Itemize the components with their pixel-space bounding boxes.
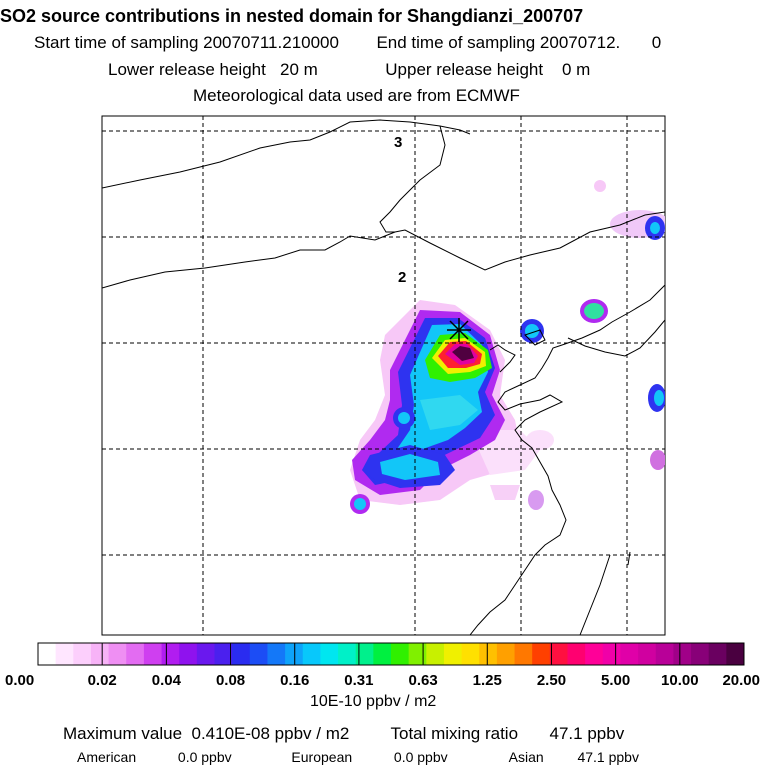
grid-label-3: 3 <box>394 134 402 151</box>
asian-value: 47.1 ppbv <box>577 749 639 765</box>
color-scale-tick-label: 0.04 <box>152 672 182 689</box>
european-label: European <box>291 749 353 765</box>
color-scale-tick-label: 0.00 <box>5 672 34 689</box>
color-swatch <box>549 643 568 665</box>
end-label: End time of sampling <box>376 33 536 52</box>
color-swatch <box>179 643 198 665</box>
color-swatch <box>196 643 215 665</box>
total-value: 47.1 ppbv <box>549 724 625 743</box>
european-value: 0.0 ppbv <box>393 749 448 765</box>
color-scale-tick-label: 0.31 <box>344 672 373 689</box>
american-label: American <box>77 749 137 765</box>
color-scale-tick-label: 5.00 <box>601 672 630 689</box>
color-scale-tick-label: 0.08 <box>216 672 245 689</box>
color-scale-tick-label: 10.00 <box>661 672 699 689</box>
map-title: SO2 source contributions in nested domai… <box>0 6 584 26</box>
color-swatch <box>249 643 268 665</box>
total-label: Total mixing ratio <box>390 724 519 743</box>
color-swatch <box>426 643 445 665</box>
color-swatch <box>655 643 674 665</box>
color-swatch <box>73 643 92 665</box>
color-swatch <box>532 643 551 665</box>
color-scale-tick-label: 2.50 <box>537 672 566 689</box>
color-swatch <box>567 643 586 665</box>
color-swatch <box>708 643 727 665</box>
color-swatch <box>55 643 74 665</box>
color-scale-labels: 0.00 0.02 0.04 0.08 0.16 0.31 0.63 1.25 2.50 5.00… <box>5 672 760 689</box>
color-swatch <box>232 643 251 665</box>
concentration-plume <box>350 180 665 514</box>
release-heights: Lower release height 20 m Upper release … <box>108 60 590 80</box>
asian-label: Asian <box>508 749 544 765</box>
color-swatch <box>90 643 110 665</box>
color-swatch <box>443 643 463 665</box>
color-scale-tick-label: 0.16 <box>280 672 309 689</box>
start-label: Start time of sampling <box>34 33 199 52</box>
max-value: 0.410E-08 ppbv / m2 <box>191 724 350 743</box>
end-suffix: 0 <box>651 33 662 52</box>
color-swatch <box>38 643 57 665</box>
color-swatch <box>338 643 357 665</box>
summary-stats: Maximum value 0.410E-08 ppbv / m2 Total … <box>63 724 624 744</box>
color-swatch <box>496 643 516 665</box>
color-swatch <box>620 643 639 665</box>
end-value: 20070712. <box>539 33 621 52</box>
color-swatch <box>391 643 410 665</box>
sampling-times: Start time of sampling 20070711.210000 E… <box>34 33 661 53</box>
color-swatch <box>126 643 145 665</box>
color-scale-tick-label: 0.63 <box>408 672 437 689</box>
color-swatch <box>355 643 374 665</box>
met-source: Meteorological data used are from ECMWF <box>193 86 520 105</box>
color-swatch <box>285 643 304 665</box>
upper-value: 0 m <box>562 60 591 79</box>
coastlines <box>102 119 665 635</box>
color-swatch <box>267 643 286 665</box>
color-swatch <box>638 643 657 665</box>
max-label: Maximum value <box>63 724 183 743</box>
color-swatch <box>108 643 127 665</box>
color-swatch <box>320 643 339 665</box>
color-swatch <box>673 643 692 665</box>
lower-value: 20 m <box>280 60 318 79</box>
color-swatch <box>161 643 180 665</box>
american-value: 0.0 ppbv <box>177 749 232 765</box>
color-swatch <box>143 643 163 665</box>
color-swatch <box>461 643 480 665</box>
color-swatch <box>585 643 604 665</box>
color-swatch <box>602 643 621 665</box>
start-value: 20070711.210000 <box>203 33 339 52</box>
color-swatch <box>302 643 321 665</box>
color-swatch <box>479 643 498 665</box>
color-scale-bar <box>37 642 745 666</box>
color-scale-tick-label: 0.02 <box>88 672 117 689</box>
color-bar-frame <box>37 642 745 666</box>
color-swatch <box>373 643 392 665</box>
lower-label: Lower release height <box>108 60 266 79</box>
color-swatch <box>408 643 427 665</box>
upper-label: Upper release height <box>385 60 544 79</box>
lat-lon-grid <box>102 116 665 635</box>
color-swatch <box>214 643 233 665</box>
color-scale-tick-label: 20.00 <box>722 672 760 689</box>
grid-label-2: 2 <box>398 269 406 286</box>
color-swatch <box>691 643 710 665</box>
color-swatch <box>514 643 533 665</box>
scale-unit: 10E-10 ppbv / m2 <box>310 693 437 710</box>
color-scale-tick-label: 1.25 <box>473 672 502 689</box>
receptor-marker-icon <box>447 318 471 342</box>
region-breakdown: American 0.0 ppbv European 0.0 ppbv Asia… <box>77 749 639 765</box>
color-swatch <box>726 643 745 665</box>
